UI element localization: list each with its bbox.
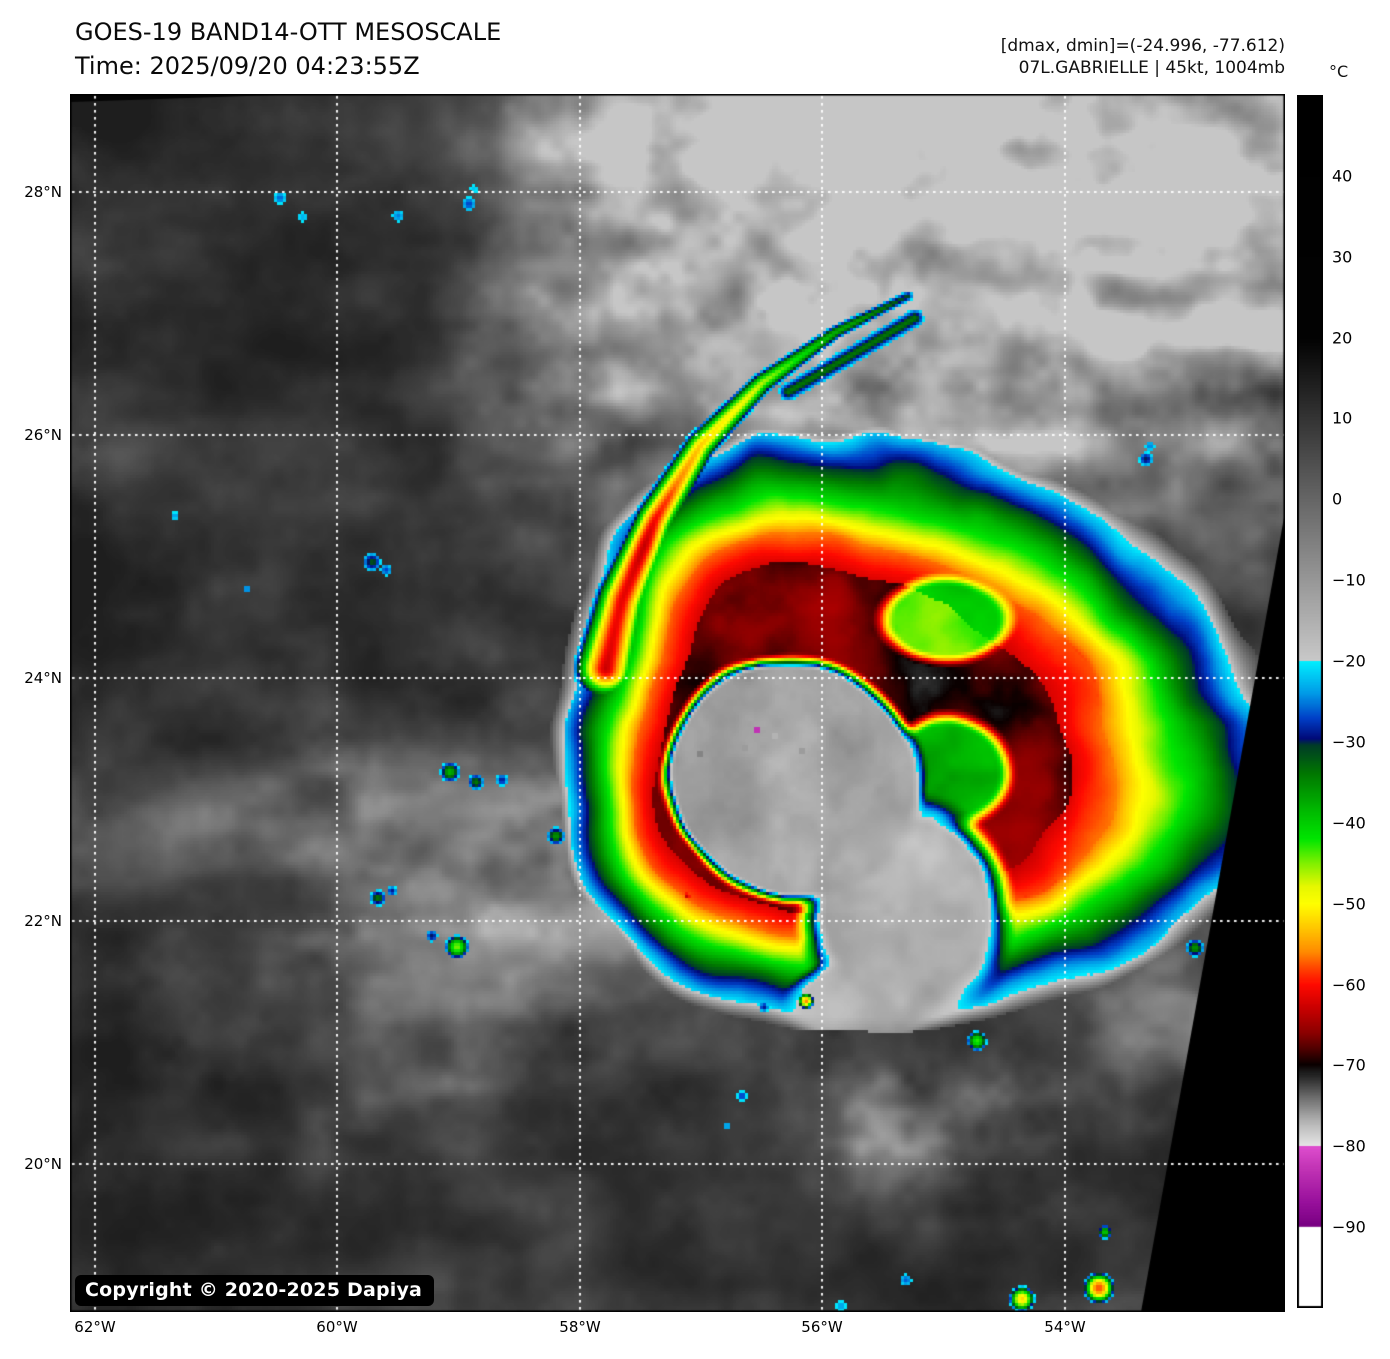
colorbar-tick-label: −70 [1332,1055,1366,1075]
colorbar-tick-label: 0 [1332,489,1343,509]
colorbar-tick-label: −30 [1332,732,1366,752]
lat-tick-label: 20°N [24,1155,62,1173]
lon-tick-label: 58°W [559,1318,601,1336]
colorbar-tick-label: 10 [1332,408,1353,428]
satellite-map-image [70,94,1285,1312]
colorbar [1297,95,1323,1308]
dmax-dmin-readout: [dmax, dmin]=(-24.996, -77.612) [1000,36,1285,56]
lon-tick-label: 56°W [801,1318,843,1336]
timestamp: Time: 2025/09/20 04:23:55Z [75,52,420,80]
lat-tick-label: 22°N [24,912,62,930]
colorbar-tick-label: 20 [1332,328,1353,348]
colorbar-unit-label: °C [1329,62,1349,81]
lon-tick-label: 62°W [74,1318,116,1336]
colorbar-tick-label: −80 [1332,1136,1366,1156]
lat-tick-label: 26°N [24,426,62,444]
lat-tick-label: 24°N [24,669,62,687]
lon-tick-label: 60°W [316,1318,358,1336]
colorbar-tick-label: −50 [1332,894,1366,914]
lon-tick-label: 54°W [1044,1318,1086,1336]
colorbar-tick-label: 30 [1332,247,1353,267]
colorbar-tick-label: −40 [1332,813,1366,833]
page-title: GOES-19 BAND14-OTT MESOSCALE [75,18,502,46]
lat-tick-label: 28°N [24,183,62,201]
colorbar-tick-label: −60 [1332,975,1366,995]
colorbar-tick-label: 40 [1332,166,1353,186]
storm-info: 07L.GABRIELLE | 45kt, 1004mb [1018,58,1285,78]
colorbar-tick-label: −20 [1332,651,1366,671]
colorbar-tick-label: −90 [1332,1217,1366,1237]
colorbar-tick-label: −10 [1332,570,1366,590]
copyright-badge: Copyright © 2020-2025 Dapiya [75,1275,435,1306]
